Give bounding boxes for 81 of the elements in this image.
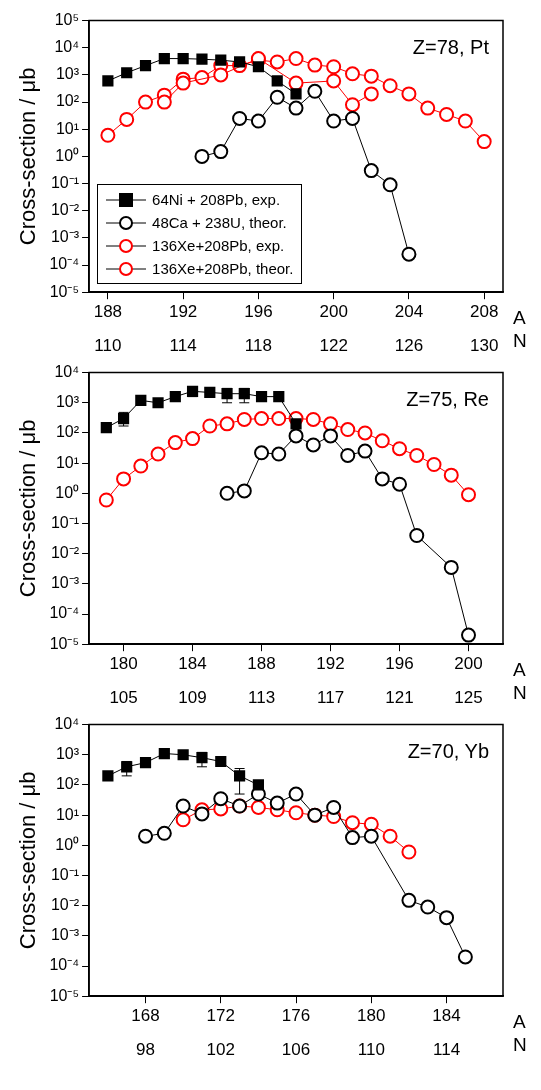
x2-tick-label: 110 <box>357 1040 385 1060</box>
y-tick-label: 10⁻¹ <box>50 173 80 191</box>
y-tick-label: 10⁻¹ <box>50 865 80 883</box>
y-tick-label: 10⁻⁵ <box>49 986 80 1004</box>
y-tick-label: 10⁻⁴ <box>49 604 80 622</box>
x-tick-label: 176 <box>281 1006 311 1026</box>
annotation: Z=78, Pt <box>412 36 490 59</box>
x-tick-label: 192 <box>168 302 198 322</box>
annotation: Z=70, Yb <box>407 740 489 763</box>
x-axis-title: A <box>513 659 526 681</box>
y-tick-label: 10² <box>55 775 80 793</box>
x-tick-label: 172 <box>206 1006 235 1026</box>
x2-tick-label: 113 <box>247 688 276 708</box>
legend-label: 64Ni + 208Pb, exp. <box>152 191 281 209</box>
x2-tick-label: 105 <box>109 688 138 708</box>
x2-tick-label: 102 <box>206 1040 235 1060</box>
x2-tick-label: 114 <box>433 1040 461 1060</box>
x-tick-label: 204 <box>394 302 424 322</box>
y-tick-label: 10⁻¹ <box>50 513 80 531</box>
legend-label: 136Xe+208Pb, exp. <box>152 237 285 255</box>
y-tick-label: 10² <box>55 423 80 441</box>
x2-axis-title: N <box>513 1033 527 1055</box>
x2-tick-label: 109 <box>178 688 207 708</box>
y-tick-label: 10⁻² <box>50 544 80 562</box>
x-tick-label: 180 <box>109 654 138 674</box>
y-tick-label: 10⁰ <box>55 483 80 501</box>
y-tick-label: 10² <box>55 92 80 110</box>
x2-tick-label: 118 <box>244 336 272 356</box>
y-tick-label: 10⁴ <box>54 38 80 56</box>
y-tick-label: 10³ <box>55 745 80 763</box>
y-tick-label: 10⁻² <box>50 896 80 914</box>
y-tick-label: 10¹ <box>55 805 80 823</box>
y-tick-label: 10⁻⁴ <box>49 956 80 974</box>
x2-tick-label: 114 <box>169 336 197 356</box>
x2-tick-label: 125 <box>454 688 483 708</box>
y-tick-label: 10¹ <box>55 453 80 471</box>
x-axis-title: A <box>513 307 526 329</box>
x-tick-label: 200 <box>454 654 483 674</box>
y-tick-label: 10⁻² <box>50 201 80 219</box>
y-tick-label: 10⁻⁵ <box>49 282 80 300</box>
x2-tick-label: 117 <box>316 688 345 708</box>
y-tick-label: 10⁻³ <box>50 574 80 592</box>
x-tick-label: 168 <box>131 1006 160 1026</box>
x2-axis-title: N <box>513 681 527 703</box>
y-axis-title: Cross-section / μb <box>15 771 41 950</box>
x2-tick-label: 98 <box>136 1040 155 1060</box>
y-tick-label: 10³ <box>55 393 80 411</box>
x2-tick-label: 106 <box>281 1040 311 1060</box>
y-tick-label: 10⁴ <box>54 715 80 733</box>
y-tick-label: 10³ <box>55 65 80 83</box>
x-tick-label: 196 <box>244 302 273 322</box>
x2-axis-title: N <box>513 329 527 351</box>
x2-tick-label: 121 <box>385 688 414 708</box>
x-tick-label: 200 <box>319 302 348 322</box>
x-tick-label: 192 <box>316 654 345 674</box>
x2-tick-label: 122 <box>319 336 348 356</box>
x-axis-title: A <box>513 1011 526 1033</box>
x-tick-label: 188 <box>93 302 123 322</box>
x-tick-label: 188 <box>247 654 276 674</box>
x-tick-label: 208 <box>470 302 499 322</box>
y-tick-label: 10⁻³ <box>50 926 80 944</box>
x-tick-label: 180 <box>357 1006 386 1026</box>
x-tick-label: 196 <box>385 654 414 674</box>
y-axis-title: Cross-section / μb <box>15 419 41 598</box>
x-tick-label: 184 <box>432 1006 461 1026</box>
legend-label: 136Xe+208Pb, theor. <box>152 260 294 278</box>
y-tick-label: 10⁰ <box>55 146 80 164</box>
y-axis-title: Cross-section / μb <box>15 67 41 246</box>
legend-label: 48Ca + 238U, theor. <box>152 214 287 232</box>
x2-tick-label: 130 <box>470 336 499 356</box>
y-tick-label: 10¹ <box>55 119 80 137</box>
y-tick-label: 10⁻⁴ <box>49 255 80 273</box>
y-tick-label: 10⁵ <box>54 11 80 29</box>
x2-tick-label: 126 <box>394 336 424 356</box>
y-tick-label: 10⁻⁵ <box>49 634 80 652</box>
x2-tick-label: 110 <box>94 336 122 356</box>
y-tick-label: 10⁴ <box>54 363 80 381</box>
y-tick-label: 10⁻³ <box>50 228 80 246</box>
annotation: Z=75, Re <box>406 388 489 411</box>
x-tick-label: 184 <box>178 654 207 674</box>
y-tick-label: 10⁰ <box>55 835 80 853</box>
